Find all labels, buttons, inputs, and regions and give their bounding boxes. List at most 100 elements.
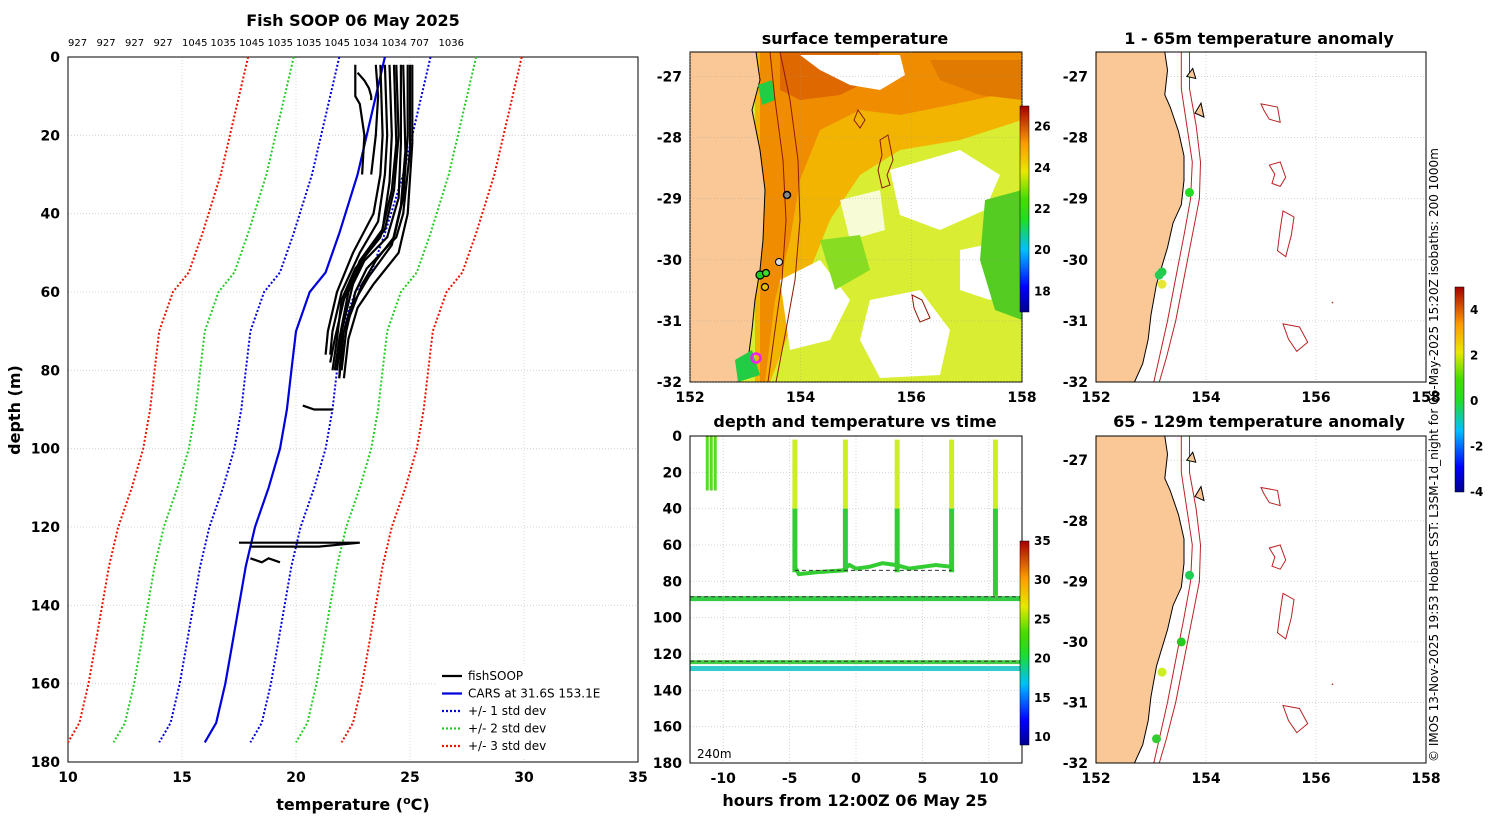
top-label: 1045	[239, 38, 264, 49]
x-tick-label: 15	[172, 770, 191, 786]
x-tick-label: 20	[286, 770, 306, 786]
seamount-isobath	[1276, 210, 1295, 258]
fishsoop-profile	[329, 64, 389, 355]
seamount-isobath	[1282, 704, 1309, 734]
anomaly-colorbar	[1454, 286, 1465, 493]
y-tick-label: 80	[41, 363, 61, 379]
y-tick-label: 100	[653, 611, 682, 627]
isobath	[1153, 436, 1193, 764]
anomaly-colorbar-ticks: 4 2 0 -2 -4	[1470, 303, 1483, 499]
y-tick-label: 20	[41, 128, 61, 144]
drop-point	[1176, 637, 1186, 647]
top-label: 1045	[325, 38, 350, 49]
colorbar-tick-label: 35	[1034, 534, 1051, 548]
drop-point	[1154, 270, 1164, 280]
y-tick-label: -32	[1063, 756, 1088, 772]
profile-grid	[67, 56, 639, 763]
top-label: 927	[154, 38, 173, 49]
colorbar-tick-label: 0	[1470, 394, 1478, 408]
top-label: 927	[68, 38, 87, 49]
y-tick-label: 120	[31, 520, 60, 536]
seamount-isobath	[853, 108, 866, 129]
legend-label: +/- 3 std dev	[468, 739, 546, 753]
x-tick-label: 156	[1301, 771, 1330, 787]
x-tick-label: 154	[786, 390, 815, 406]
island	[1185, 451, 1197, 463]
series-line	[249, 56, 432, 743]
colorbar-tick-label: 26	[1034, 120, 1051, 134]
land-mass	[1095, 435, 1185, 764]
seamount-isobath	[877, 134, 894, 189]
y-tick-label: -28	[1063, 514, 1088, 530]
anomaly-deep-panel: 65 - 129m temperature anomaly 152 154 156 1…	[1063, 412, 1441, 787]
profile-top-labels: 927 927 927 927 1045 1035 1045 1035 1035 1045 1034…	[68, 38, 464, 49]
credit-text: © IMOS 13-Nov-2025 19:53 Hobart SST: L3S…	[1427, 148, 1441, 762]
colorbar-tick-label: 2	[1470, 348, 1478, 362]
depth-time-panel: depth and temperature vs time -10 -5 0 5 100…	[653, 412, 1051, 810]
isobath-dot	[1331, 301, 1334, 304]
seamount-isobath	[1276, 592, 1295, 640]
y-tick-label: -31	[1063, 695, 1088, 711]
y-tick-label: -30	[657, 253, 683, 269]
sst-colorbar-ticks: 18 20 22 24 26	[1034, 120, 1051, 299]
isobath	[1153, 52, 1193, 383]
land-mass	[1095, 51, 1185, 383]
y-tick-label: -28	[1063, 131, 1088, 147]
legend-label: fishSOOP	[468, 669, 523, 683]
top-label: 1034	[353, 38, 378, 49]
drop-point	[1152, 734, 1161, 744]
series-line	[340, 56, 523, 743]
y-tick-label: -32	[1063, 375, 1088, 391]
legend-label: CARS at 31.6S 153.1E	[468, 687, 600, 701]
coastal-green-patch	[758, 80, 775, 105]
y-tick-label: 40	[663, 502, 683, 518]
legend-label: +/- 2 std dev	[468, 722, 546, 736]
sst-colorbar	[1019, 105, 1030, 313]
cloud-gap	[840, 190, 885, 240]
profile-title: Fish SOOP 06 May 2025	[246, 11, 460, 30]
x-tick-label: 158	[1411, 390, 1440, 406]
cloud-gap	[800, 55, 905, 90]
drop-point	[782, 190, 792, 200]
y-tick-label: -29	[657, 192, 682, 208]
x-tick-label: -5	[782, 771, 798, 787]
fishsoop-profile	[329, 64, 393, 363]
y-tick-label: -32	[657, 375, 682, 391]
drop-point	[1157, 279, 1167, 289]
y-tick-label: 20	[663, 465, 683, 481]
profile-legend: fishSOOP CARS at 31.6S 153.1E +/- 1 std de…	[436, 664, 636, 758]
island	[1194, 485, 1205, 502]
y-tick-label: 140	[31, 598, 60, 614]
isobath-dot	[1331, 683, 1334, 686]
colorbar-tick-label: 22	[1034, 202, 1051, 216]
sst-hot-patch-2	[930, 60, 1022, 100]
seamount-isobath	[1282, 323, 1309, 353]
top-label: 1035	[211, 38, 236, 49]
drop-point	[775, 258, 783, 266]
sst-ticks: 152 154 156 158 -27 -28 -29 -30 -31 -32	[657, 69, 1037, 406]
seamount-isobath	[911, 294, 931, 323]
island	[1185, 67, 1197, 80]
top-label: 1035	[268, 38, 293, 49]
top-label: 707	[410, 38, 429, 49]
colorbar-tick-label: 20	[1034, 243, 1051, 257]
legend-box	[436, 664, 636, 758]
y-tick-label: 120	[653, 647, 682, 663]
fishsoop-profile	[342, 64, 414, 379]
y-tick-label: -27	[1063, 69, 1088, 85]
x-tick-label: 158	[1007, 390, 1036, 406]
cloud-gap	[780, 260, 850, 350]
anomaly-shallow-title: 1 - 65m temperature anomaly	[1124, 29, 1394, 48]
isobath	[1158, 52, 1202, 383]
drop-point	[761, 268, 771, 278]
fishsoop-profile	[250, 557, 281, 564]
x-tick-label: 10	[979, 771, 999, 787]
cloud-gap	[890, 150, 1000, 230]
fishsoop-profile	[340, 64, 412, 371]
y-tick-label: 60	[663, 538, 683, 554]
top-label: 1034	[382, 38, 407, 49]
isobath	[1158, 436, 1202, 764]
top-label: 1045	[182, 38, 207, 49]
fishsoop-profile	[335, 64, 402, 371]
